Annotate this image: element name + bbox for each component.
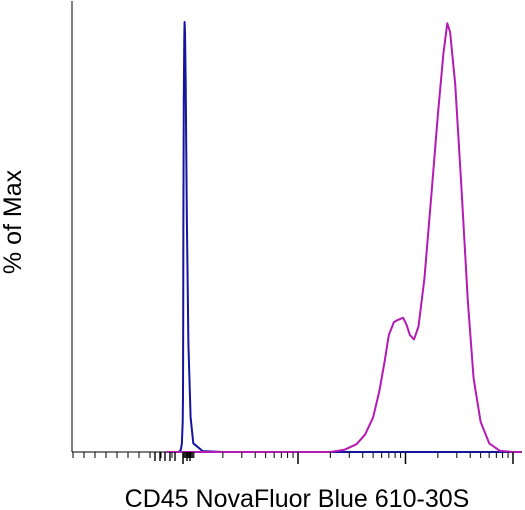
x-axis-label: CD45 NovaFluor Blue 610-30S [125,485,470,510]
x-axis-ticks [72,452,514,464]
series-layer [166,21,522,453]
series-line-2 [166,22,522,453]
series-line-1 [166,21,522,453]
y-axis-label: % of Max [0,169,27,274]
